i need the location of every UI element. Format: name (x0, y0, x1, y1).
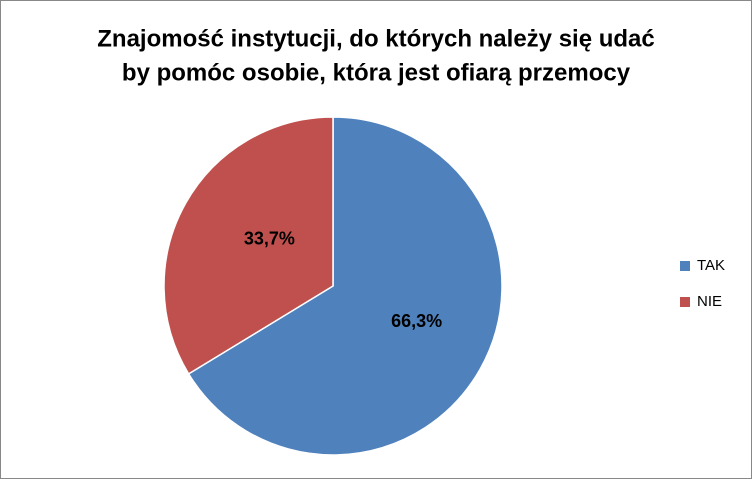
data-label: 66,3% (391, 311, 442, 331)
chart-title: Znajomość instytucji, do których należy … (97, 25, 654, 52)
pie-slice (163, 116, 334, 375)
legend-marker (680, 297, 690, 307)
legend-label: NIE (697, 293, 722, 310)
data-label: 33,7% (244, 228, 295, 248)
legend-label: TAK (697, 257, 725, 274)
chart-title: by pomóc osobie, która jest ofiarą przem… (122, 59, 631, 86)
legend-marker (680, 261, 690, 271)
pie-slice (187, 116, 503, 456)
